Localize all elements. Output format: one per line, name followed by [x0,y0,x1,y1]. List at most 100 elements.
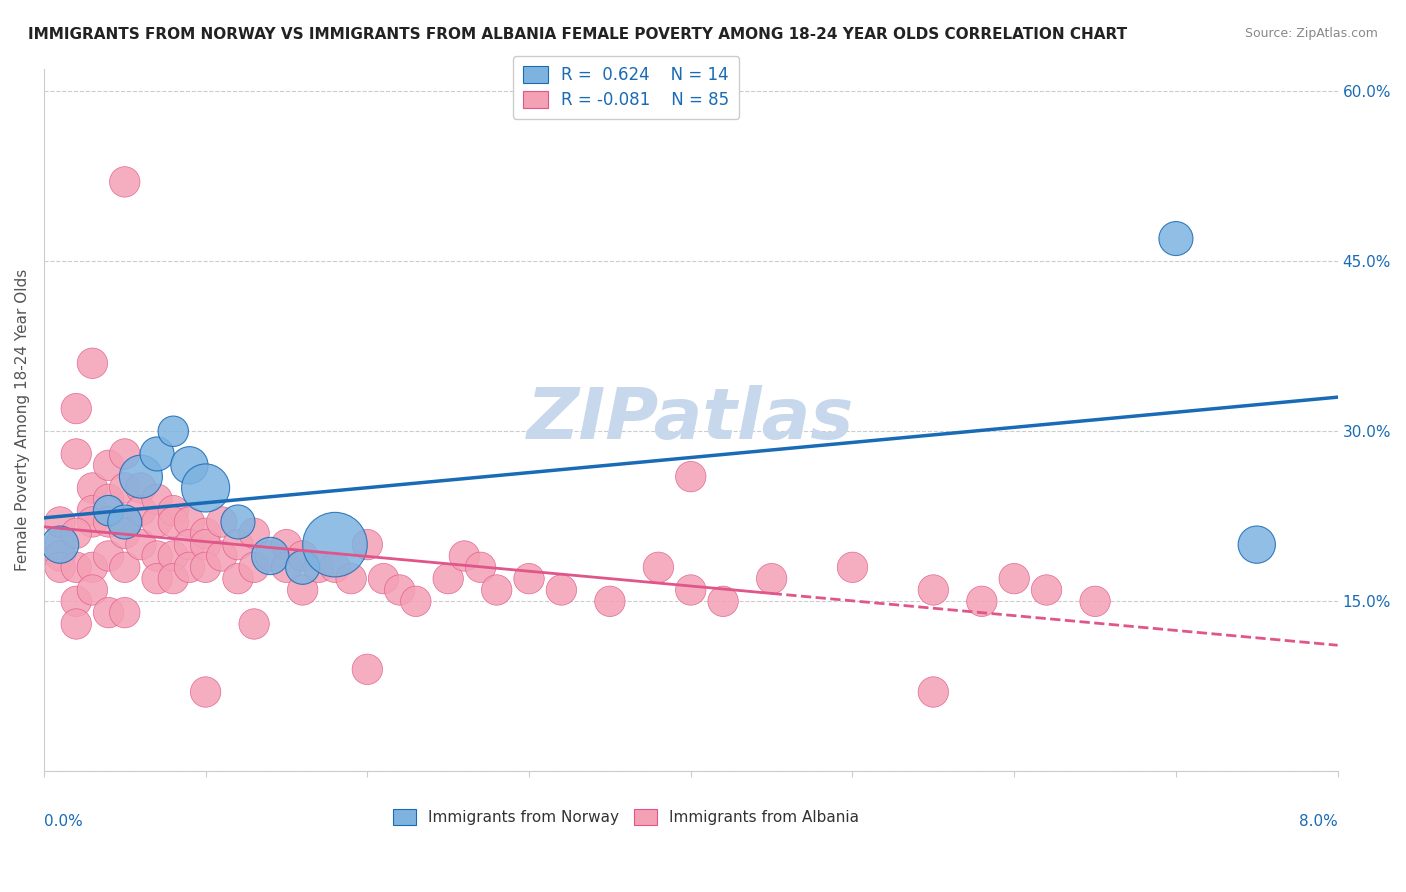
Point [922,685,945,699]
Point [146,492,169,507]
Point [323,560,346,574]
Point [49,549,72,563]
Point [65,560,87,574]
Point [114,606,136,620]
Point [179,515,201,529]
Point [340,572,363,586]
Point [49,560,72,574]
Point [114,526,136,541]
Text: IMMIGRANTS FROM NORWAY VS IMMIGRANTS FROM ALBANIA FEMALE POVERTY AMONG 18-24 YEA: IMMIGRANTS FROM NORWAY VS IMMIGRANTS FRO… [28,27,1128,42]
Point [291,560,314,574]
Point [841,560,863,574]
Point [97,503,120,517]
Point [259,549,281,563]
Point [922,582,945,597]
Point [291,549,314,563]
Text: 0.0%: 0.0% [44,814,83,829]
Point [179,458,201,473]
Point [517,572,540,586]
Point [162,572,184,586]
Point [1035,582,1057,597]
Point [711,594,734,608]
Point [226,515,249,529]
Point [276,538,298,552]
Point [1002,572,1025,586]
Point [114,515,136,529]
Point [226,572,249,586]
Point [65,447,87,461]
Point [194,685,217,699]
Point [1164,231,1187,245]
Point [194,560,217,574]
Point [82,560,104,574]
Point [65,617,87,632]
Point [373,572,395,586]
Point [114,175,136,189]
Point [114,481,136,495]
Point [129,538,152,552]
Point [470,560,492,574]
Point [291,582,314,597]
Point [243,560,266,574]
Y-axis label: Female Poverty Among 18-24 Year Olds: Female Poverty Among 18-24 Year Olds [15,268,30,571]
Point [162,503,184,517]
Point [179,560,201,574]
Point [550,582,572,597]
Point [970,594,993,608]
Point [65,401,87,416]
Text: 8.0%: 8.0% [1299,814,1337,829]
Point [679,582,702,597]
Point [194,481,217,495]
Point [211,515,233,529]
Point [97,492,120,507]
Point [129,481,152,495]
Point [129,469,152,483]
Point [146,549,169,563]
Point [453,549,475,563]
Point [226,538,249,552]
Point [243,526,266,541]
Point [243,617,266,632]
Point [129,503,152,517]
Point [146,515,169,529]
Point [323,538,346,552]
Point [114,560,136,574]
Point [97,606,120,620]
Point [599,594,621,608]
Point [65,594,87,608]
Point [405,594,427,608]
Point [82,582,104,597]
Point [162,549,184,563]
Point [761,572,783,586]
Point [65,526,87,541]
Point [146,572,169,586]
Legend: Immigrants from Norway, Immigrants from Albania: Immigrants from Norway, Immigrants from … [384,800,869,834]
Point [194,526,217,541]
Point [356,538,378,552]
Point [82,503,104,517]
Point [97,515,120,529]
Point [114,515,136,529]
Point [49,538,72,552]
Point [388,582,411,597]
Point [82,481,104,495]
Point [437,572,460,586]
Point [1246,538,1268,552]
Point [276,560,298,574]
Point [114,447,136,461]
Point [259,549,281,563]
Point [647,560,669,574]
Point [162,515,184,529]
Point [211,549,233,563]
Point [49,515,72,529]
Point [49,538,72,552]
Point [162,424,184,438]
Text: ZIPatlas: ZIPatlas [527,385,855,454]
Point [82,356,104,370]
Text: Source: ZipAtlas.com: Source: ZipAtlas.com [1244,27,1378,40]
Point [356,662,378,676]
Point [146,447,169,461]
Point [1084,594,1107,608]
Point [179,538,201,552]
Point [194,538,217,552]
